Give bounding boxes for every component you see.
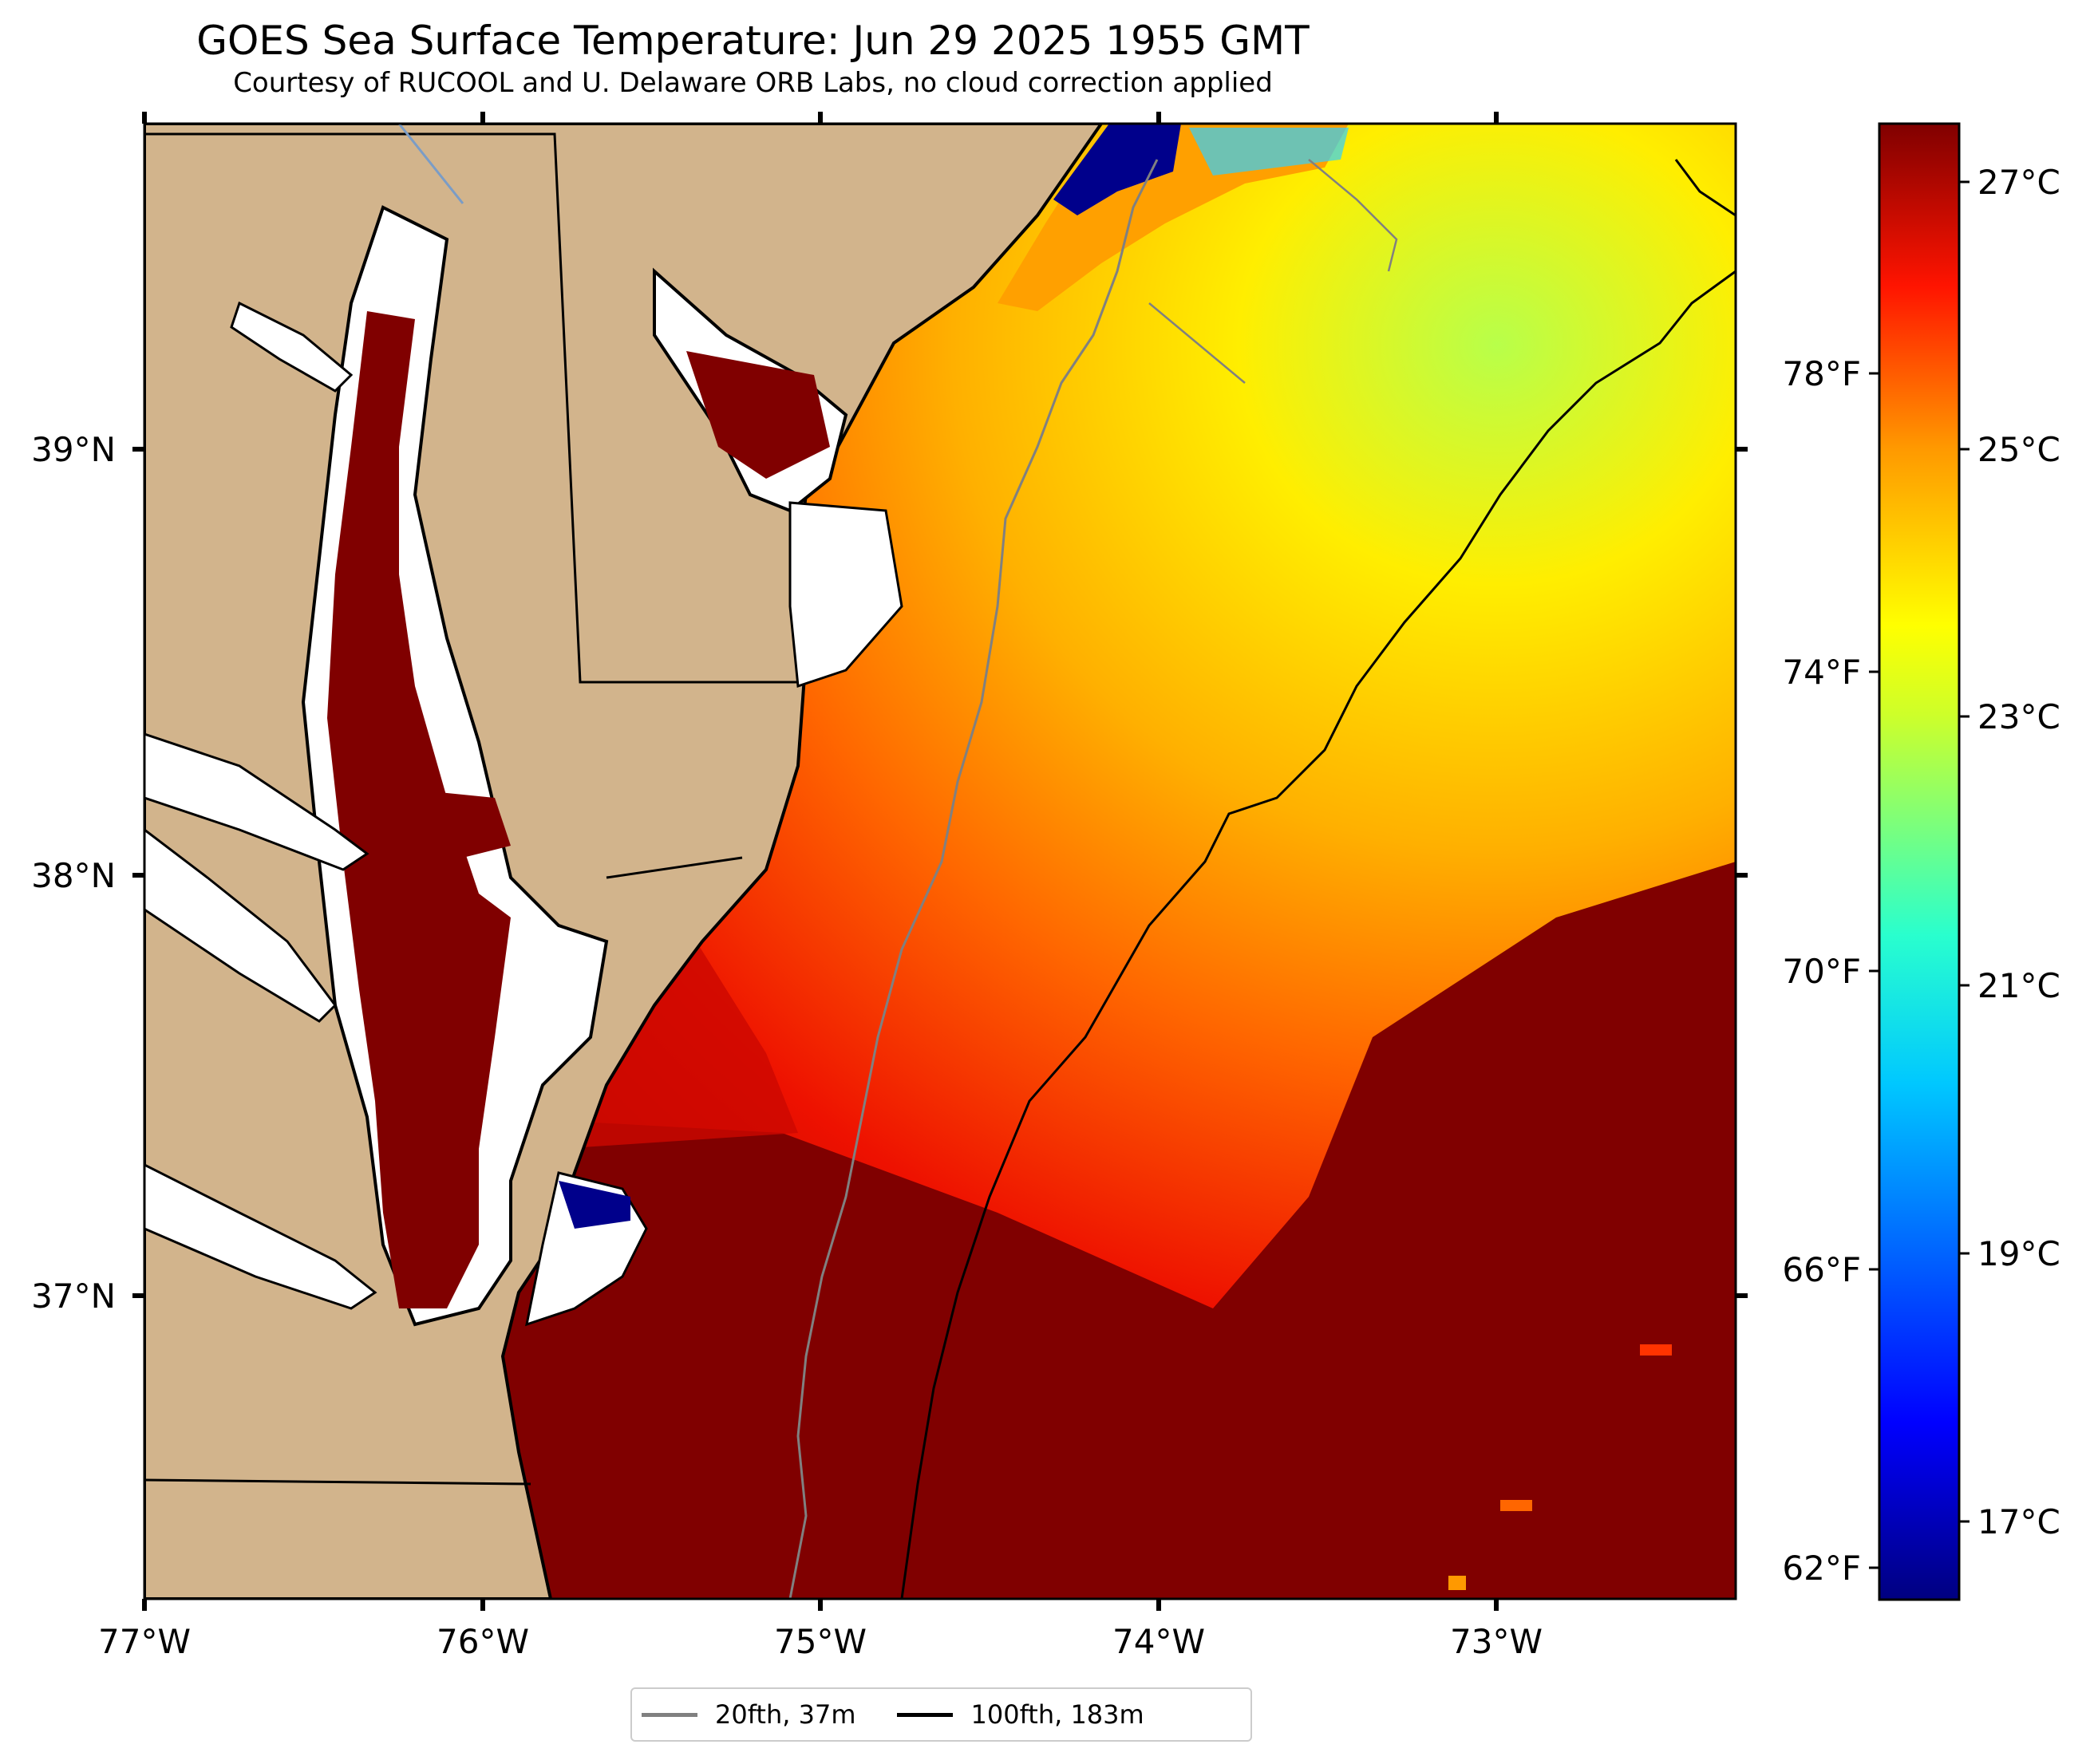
map-frame (143, 122, 1737, 1600)
chesapeake-tributary-sst (335, 782, 511, 862)
colorbar-celsius-label: 25°C (1977, 430, 2060, 469)
colorbar-celsius-label: 17°C (1977, 1502, 2060, 1541)
lon-tick-label: 73°W (1450, 1622, 1543, 1661)
upwelling-edge (1189, 128, 1349, 176)
patapsco-river (230, 301, 354, 393)
coastal-bay-water (788, 501, 903, 689)
lat-tick-label: 38°N (31, 856, 116, 895)
colorbar-fahrenheit-label: 74°F (1782, 653, 1861, 692)
colorbar: 27°C 25°C 23°C 21°C 19°C 17°C 78°F 74°F … (1782, 122, 2060, 1601)
lon-tick-label: 75°W (774, 1622, 867, 1661)
colorbar-fahrenheit-label: 78°F (1782, 354, 1861, 393)
delaware-bay-sst (686, 351, 830, 479)
colorbar-gradient (1878, 122, 1961, 1601)
map-subtitle: Courtesy of RUCOOL and U. Delaware ORB L… (233, 67, 1273, 99)
colorbar-celsius-label: 21°C (1977, 966, 2060, 1005)
warm-speck (1448, 1576, 1466, 1590)
colorbar-celsius-label: 27°C (1977, 163, 2060, 202)
isobath-100fth (900, 270, 1736, 1599)
legend-label: 20fth, 37m (715, 1699, 856, 1730)
warm-speck (1640, 1344, 1672, 1356)
colorbar-celsius-label: 23°C (1977, 697, 2060, 736)
legend-swatch-gray (642, 1712, 697, 1717)
map-area (144, 124, 1736, 1599)
gulf-stream-warm-water (495, 862, 1736, 1599)
state-boundary-va-nc (144, 1478, 531, 1486)
warm-speck (1500, 1500, 1532, 1511)
colorbar-fahrenheit-label: 62°F (1782, 1549, 1861, 1588)
legend-item-100fth: 100fth, 183m (897, 1699, 1144, 1730)
lon-axis: 77°W 76°W 75°W 74°W 73°W (98, 112, 1543, 1661)
lat-tick-label: 37°N (31, 1277, 116, 1316)
colorbar-celsius-label: 19°C (1977, 1234, 2060, 1273)
isobath-legend: 20fth, 37m 100fth, 183m (630, 1687, 1252, 1742)
isobath-20fth-segment (1148, 302, 1246, 384)
lon-tick-label: 74°W (1112, 1622, 1205, 1661)
cold-nearshore-patch (559, 1181, 630, 1229)
map-title: GOES Sea Surface Temperature: Jun 29 202… (196, 18, 1310, 64)
james-river (144, 1163, 377, 1310)
lon-tick-label: 77°W (98, 1622, 191, 1661)
potomac-river (144, 732, 369, 871)
lat-tick-label: 39°N (31, 430, 116, 469)
legend-item-20fth: 20fth, 37m (642, 1699, 855, 1730)
isobath-20fth (788, 159, 1159, 1599)
legend-swatch-black (897, 1712, 954, 1717)
legend-label: 100fth, 183m (970, 1699, 1144, 1730)
river-line (397, 124, 464, 204)
lat-axis: 39°N 38°N 37°N (31, 430, 1748, 1316)
colorbar-fahrenheit-label: 70°F (1782, 952, 1861, 991)
state-boundary-de-md (144, 132, 798, 684)
cold-upwelling-water (1053, 124, 1181, 215)
lon-tick-label: 76°W (437, 1622, 529, 1661)
rappahannock-river (144, 828, 337, 1023)
colorbar-fahrenheit-label: 66°F (1782, 1250, 1861, 1289)
isobath-100fth-segment (1674, 159, 1736, 217)
state-boundary-md-va (606, 856, 743, 879)
isobath-20fth-segment (1308, 159, 1398, 272)
